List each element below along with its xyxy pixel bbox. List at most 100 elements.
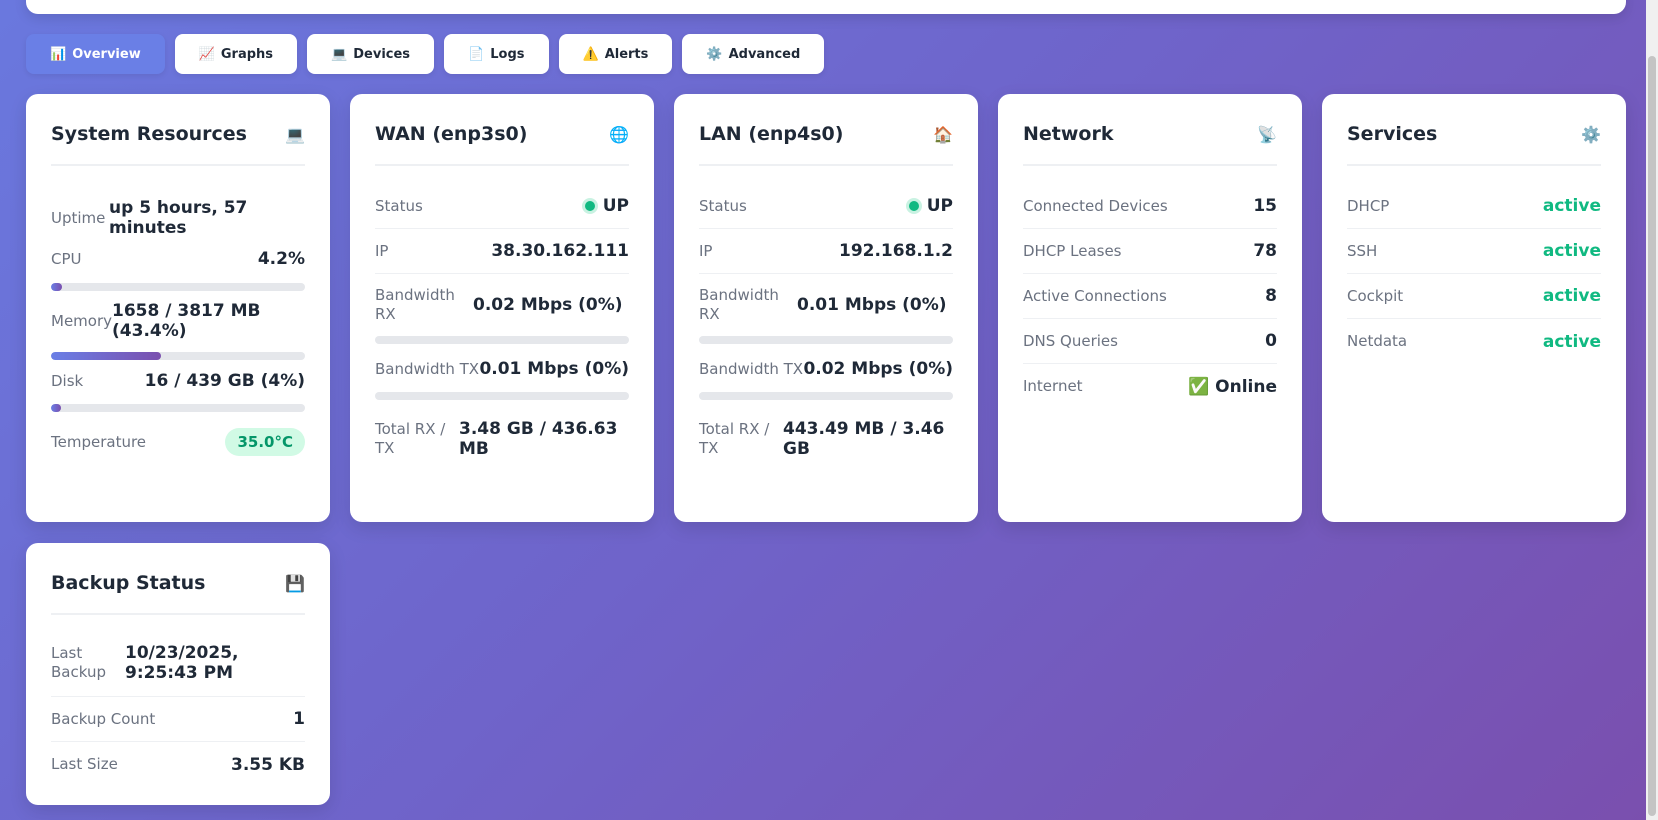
row-value: 78: [1253, 241, 1277, 261]
card-title: Services: [1347, 123, 1438, 145]
network-row-internet: Internet ✅ Online: [1023, 364, 1277, 409]
rx-value: 0.02 Mbps (0%): [473, 295, 623, 315]
scrollbar-thumb[interactable]: [1648, 56, 1656, 816]
floppy-disk-icon: 💾: [285, 573, 305, 593]
lan-rx-progress-bar: [699, 336, 953, 344]
tab-overview[interactable]: 📊 Overview: [26, 34, 165, 74]
ip-value: 192.168.1.2: [838, 241, 953, 261]
memory-row: Memory 1658 / 3817 MB (43.4%): [51, 299, 305, 343]
service-row-ssh: SSH active: [1347, 229, 1601, 274]
lan-tx-progress-bar: [699, 392, 953, 400]
tab-advanced[interactable]: ⚙️ Advanced: [682, 34, 825, 74]
tx-value: 0.02 Mbps (0%): [803, 359, 953, 379]
status-text: UP: [602, 196, 629, 216]
row-label: Active Connections: [1023, 286, 1167, 305]
cpu-row: CPU 4.2%: [51, 248, 305, 270]
card-title: Backup Status: [51, 572, 206, 594]
card-header: LAN (enp4s0) 🏠: [699, 116, 953, 166]
last-size-value: 3.55 KB: [231, 754, 305, 775]
warning-icon: ⚠️: [582, 46, 599, 62]
service-label: DHCP: [1347, 196, 1390, 215]
status-label: Status: [375, 196, 423, 215]
backup-count-row: Backup Count 1: [51, 697, 305, 742]
last-backup-value: 10/23/2025, 9:25:43 PM: [125, 642, 239, 683]
service-status: active: [1542, 331, 1601, 352]
wan-rx-progress-bar: [375, 336, 629, 344]
backup-count-label: Backup Count: [51, 709, 156, 728]
wan-rx-row: Bandwidth RX 0.02 Mbps (0%): [375, 274, 629, 336]
chart-icon: 📊: [50, 46, 67, 62]
row-value: 15: [1253, 196, 1277, 216]
last-size-row: Last Size 3.55 KB: [51, 742, 305, 787]
internet-status-value: ✅ Online: [1188, 376, 1277, 397]
card-title: WAN (enp3s0): [375, 123, 528, 145]
ip-label: IP: [699, 241, 713, 260]
top-header-bar: [26, 0, 1626, 14]
cpu-label: CPU: [51, 249, 82, 268]
lan-ip-row: IP 192.168.1.2: [699, 229, 953, 274]
network-row-dhcp-leases: DHCP Leases 78: [1023, 229, 1277, 274]
card-header: System Resources 💻: [51, 116, 305, 166]
backup-count-value: 1: [293, 709, 305, 729]
graph-icon: 📈: [198, 46, 215, 62]
network-row-connected-devices: Connected Devices 15: [1023, 184, 1277, 229]
cpu-progress-bar: [51, 283, 305, 291]
lan-card: LAN (enp4s0) 🏠 Status UP IP 192.168.1.2 …: [674, 94, 978, 522]
tab-alerts[interactable]: ⚠️ Alerts: [558, 34, 673, 74]
service-label: Netdata: [1347, 332, 1408, 350]
uptime-row: Uptime up 5 hours, 57 minutes: [51, 196, 305, 240]
card-title: System Resources: [51, 123, 247, 145]
service-row-cockpit: Cockpit active: [1347, 274, 1601, 319]
row-label: Connected Devices: [1023, 196, 1168, 215]
card-header: Network 📡: [1023, 116, 1277, 166]
status-label: Status: [699, 196, 747, 215]
tab-graphs[interactable]: 📈 Graphs: [174, 34, 298, 74]
lan-status-row: Status UP: [699, 184, 953, 229]
tab-label: Graphs: [220, 46, 274, 62]
last-backup-label: Last Backup: [51, 643, 106, 681]
network-row-dns-queries: DNS Queries 0: [1023, 319, 1277, 364]
disk-progress-bar: [51, 404, 305, 412]
status-text: UP: [926, 196, 953, 216]
wan-tx-row: Bandwidth TX 0.01 Mbps (0%): [375, 352, 629, 386]
memory-value: 1658 / 3817 MB (43.4%): [112, 301, 261, 341]
laptop-icon: 💻: [331, 46, 348, 62]
tab-devices[interactable]: 💻 Devices: [307, 34, 435, 74]
disk-label: Disk: [51, 371, 84, 390]
wan-status-row: Status UP: [375, 184, 629, 229]
disk-value: 16 / 439 GB (4%): [144, 371, 305, 391]
total-label: Total RX / TX: [375, 420, 446, 457]
uptime-value: up 5 hours, 57 minutes: [109, 198, 248, 238]
network-row-active-connections: Active Connections 8: [1023, 274, 1277, 319]
rx-label: Bandwidth RX: [375, 286, 455, 323]
card-header: Backup Status 💾: [51, 565, 305, 615]
card-header: WAN (enp3s0) 🌐: [375, 116, 629, 166]
total-value: 3.48 GB / 436.63 MB: [459, 419, 618, 459]
wan-total-row: Total RX / TX 3.48 GB / 436.63 MB: [375, 408, 629, 470]
service-status: active: [1542, 241, 1601, 261]
service-row-netdata: Netdata active: [1347, 319, 1601, 364]
wan-ip-row: IP 38.30.162.111: [375, 229, 629, 274]
row-label: Internet: [1023, 377, 1083, 395]
cpu-progress-fill: [51, 283, 62, 291]
temperature-badge: 35.0°C: [225, 428, 305, 456]
page-scrollbar[interactable]: [1646, 0, 1658, 820]
row-label: DNS Queries: [1023, 331, 1118, 350]
status-value: UP: [908, 196, 953, 216]
total-label: Total RX / TX: [699, 420, 770, 457]
card-title: Network: [1023, 123, 1114, 145]
tab-label: Devices: [353, 46, 411, 62]
row-label: DHCP Leases: [1023, 241, 1122, 260]
service-label: SSH: [1347, 241, 1378, 260]
tab-label: Alerts: [604, 46, 649, 62]
backup-status-card: Backup Status 💾 Last Backup 10/23/2025, …: [26, 543, 330, 805]
tab-label: Logs: [490, 46, 525, 62]
tx-value: 0.01 Mbps (0%): [479, 359, 629, 379]
status-dot-icon: [584, 201, 595, 211]
row-value: 8: [1265, 286, 1277, 306]
lan-total-row: Total RX / TX 443.49 MB / 3.46 GB: [699, 408, 953, 470]
memory-progress-fill: [51, 352, 162, 360]
tab-logs[interactable]: 📄 Logs: [444, 34, 549, 74]
uptime-label: Uptime: [51, 208, 106, 227]
document-icon: 📄: [468, 46, 485, 62]
